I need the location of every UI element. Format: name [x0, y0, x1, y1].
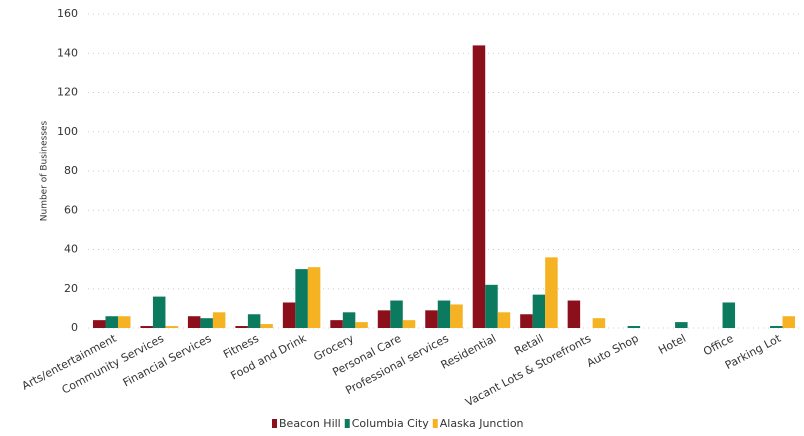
bar	[390, 300, 403, 328]
bar	[212, 312, 226, 328]
bar	[437, 300, 451, 328]
legend-swatch	[432, 419, 438, 428]
bar	[532, 294, 546, 328]
bar	[485, 284, 498, 328]
y-tick-label: 160	[57, 7, 78, 20]
bar	[450, 304, 463, 328]
bar	[402, 320, 416, 328]
y-tick-label: 20	[64, 282, 78, 295]
bar	[592, 318, 606, 328]
legend-label: Beacon Hill	[279, 417, 341, 430]
x-tick-label: Financial Services	[121, 332, 214, 390]
bar	[520, 314, 533, 328]
bar	[425, 310, 438, 328]
legend-swatch	[344, 419, 350, 428]
x-tick-label: Retail	[512, 332, 546, 358]
bar	[330, 320, 343, 328]
y-tick-label: 0	[71, 321, 78, 334]
bar	[472, 45, 486, 329]
bar	[722, 302, 736, 328]
bar	[140, 326, 153, 328]
y-axis-label: Number of Businesses	[40, 120, 50, 221]
legend-swatch	[272, 419, 277, 428]
y-tick-label: 40	[64, 243, 78, 256]
bar	[105, 316, 118, 328]
bar	[782, 316, 796, 328]
bar	[627, 326, 641, 328]
bar	[200, 318, 213, 328]
bar	[545, 257, 558, 328]
x-tick-label: Hotel	[656, 332, 688, 357]
bar	[247, 314, 261, 328]
y-tick-label: 140	[57, 46, 78, 59]
bar	[567, 300, 581, 328]
bar	[282, 302, 296, 328]
bar	[187, 316, 201, 328]
bar	[497, 312, 511, 328]
bar	[355, 322, 368, 328]
x-tick-label: Office	[701, 332, 736, 359]
legend-label: Columbia City	[352, 417, 429, 430]
legend: Beacon Hill Columbia City Alaska Junction	[272, 417, 524, 430]
y-tick-label: 120	[57, 86, 78, 99]
bar	[307, 267, 321, 328]
bar	[377, 310, 391, 328]
y-tick-label: 60	[64, 203, 78, 216]
y-tick-label: 100	[57, 125, 78, 138]
bar	[295, 269, 308, 328]
x-tick-label: Auto Shop	[585, 332, 641, 370]
legend-label: Alaska Junction	[440, 417, 524, 430]
bar	[675, 322, 688, 328]
bar	[770, 326, 783, 328]
bar	[260, 324, 273, 328]
bar	[117, 316, 131, 328]
y-tick-label: 80	[64, 164, 78, 177]
bar	[152, 296, 166, 328]
bar	[235, 326, 248, 328]
bar	[342, 312, 356, 328]
bar	[92, 320, 106, 328]
bar	[165, 326, 178, 328]
